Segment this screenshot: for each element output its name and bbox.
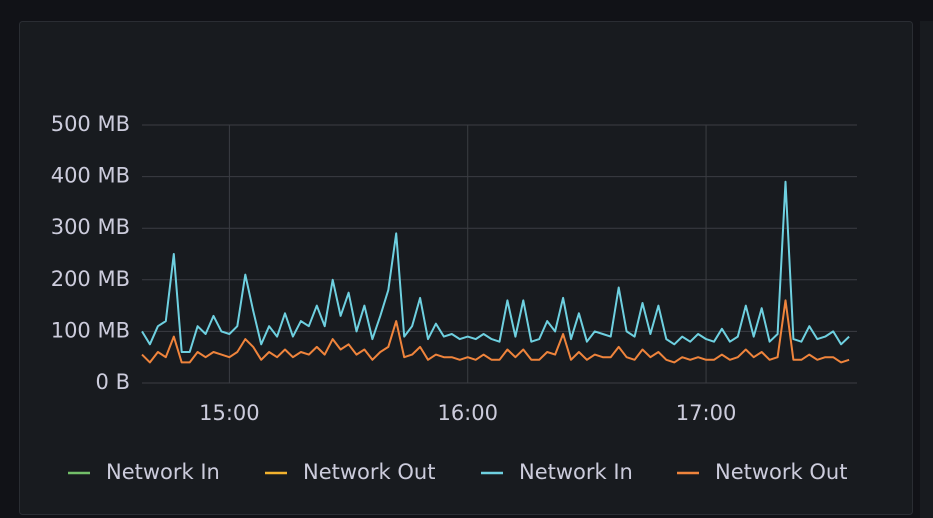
legend-label: Network Out (303, 460, 435, 484)
next-panel-edge (920, 21, 933, 518)
y-tick-label: 300 MB (51, 215, 130, 239)
x-tick-label: 15:00 (199, 401, 260, 425)
y-tick-label: 0 B (96, 370, 130, 394)
x-tick-label: 17:00 (676, 401, 737, 425)
panel (19, 21, 913, 515)
series-line (141, 299, 850, 364)
y-tick-label: 400 MB (51, 164, 130, 188)
series-line (141, 180, 850, 353)
x-tick-label: 16:00 (437, 401, 498, 425)
legend-label: Network In (106, 460, 220, 484)
y-tick-label: 100 MB (51, 318, 130, 342)
y-tick-label: 500 MB (51, 112, 130, 136)
y-tick-label: 200 MB (51, 267, 130, 291)
legend-label: Network Out (715, 460, 847, 484)
legend-label: Network In (519, 460, 633, 484)
